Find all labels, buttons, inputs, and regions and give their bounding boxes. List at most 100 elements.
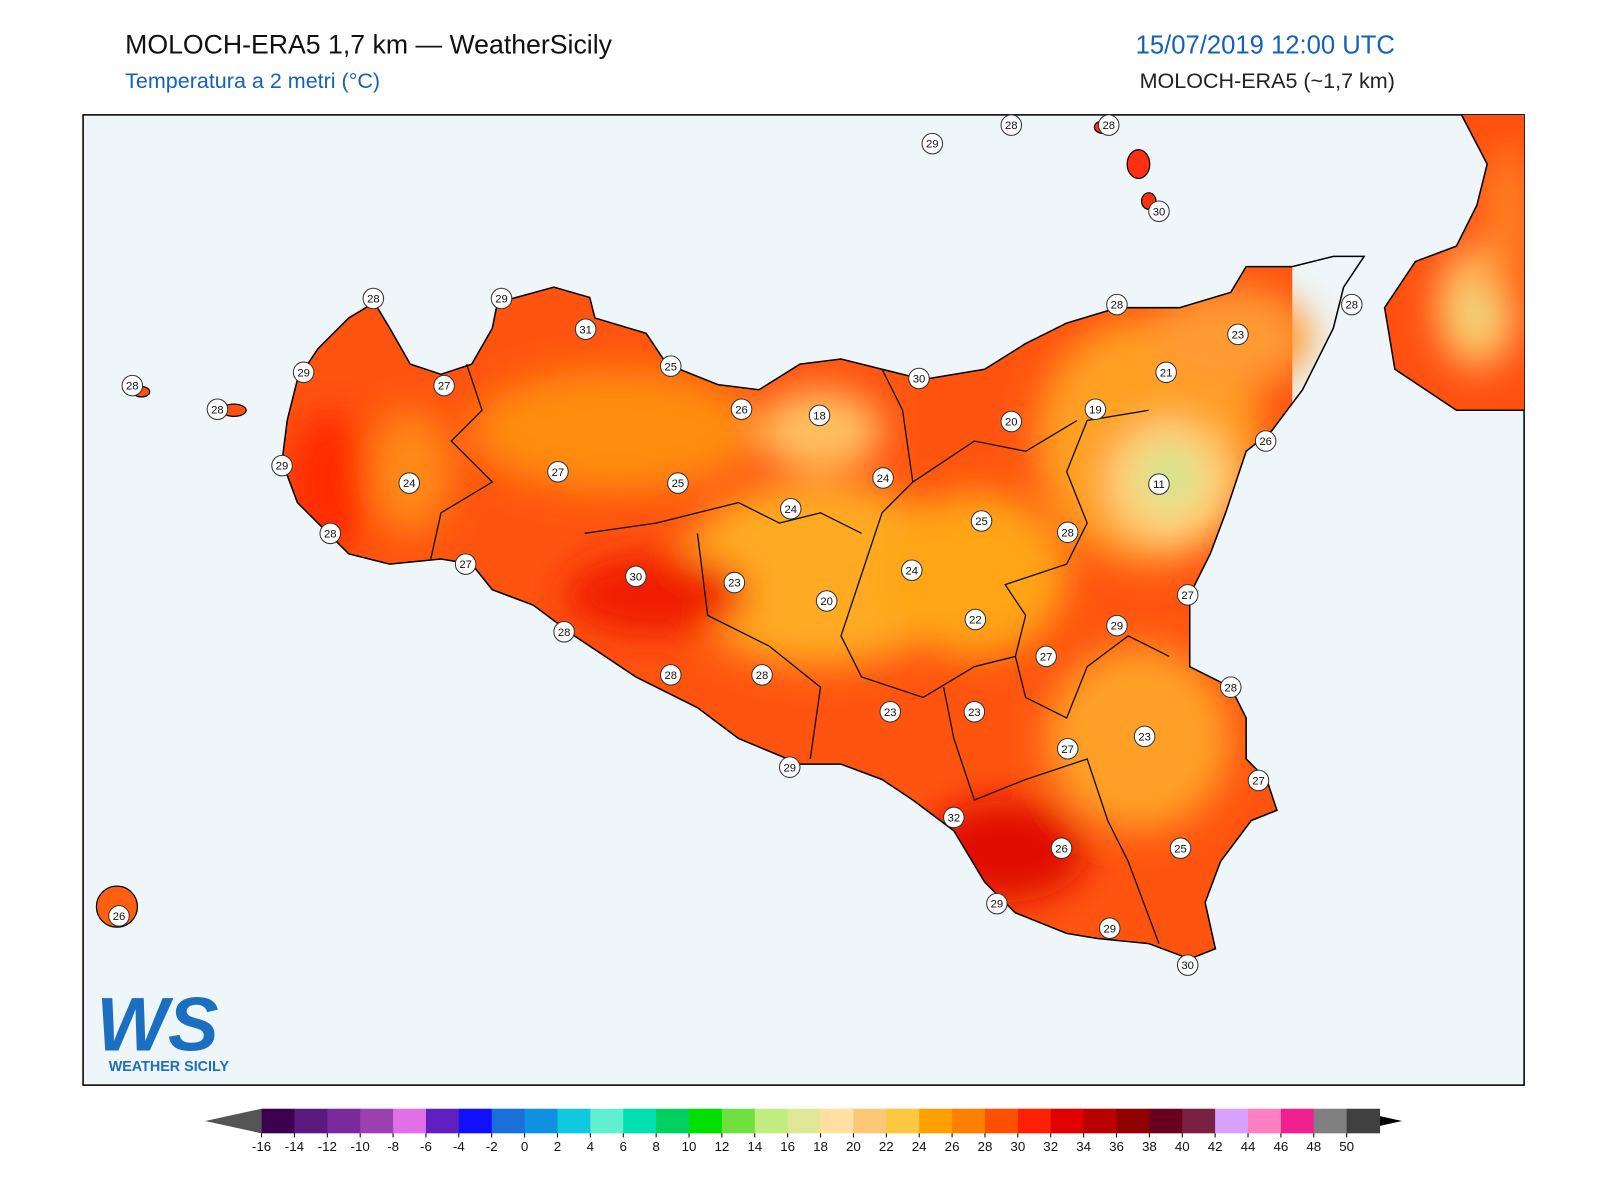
station-value: 29 [1103,923,1116,935]
station-marker [723,571,746,594]
station-marker [1106,614,1128,637]
colorbar-bin [1346,1108,1381,1134]
station-marker [574,318,597,340]
colorbar-under [205,1108,262,1134]
station-marker [319,522,342,545]
colorbar-bin [393,1108,427,1134]
station-marker [1000,410,1023,433]
colorbar-bin [1248,1108,1282,1134]
station-value: 28 [367,294,380,306]
colorbar-tick-label: 0 [521,1139,528,1154]
colorbar-bin [1149,1108,1183,1134]
station-marker [1169,837,1192,859]
subtitle: Temperatura a 2 metri (°C) [125,69,380,93]
colorbar-bin [1050,1108,1085,1134]
colorbar-bin [952,1108,986,1134]
station-marker [964,608,987,631]
colorbar-tick-label: -4 [453,1139,465,1154]
colorbar-tick-label: 40 [1175,1139,1190,1154]
station-value: 23 [1138,732,1151,744]
colorbar-bin [1280,1108,1315,1134]
station-value: 28 [211,404,224,416]
station-marker [808,404,831,427]
station-marker [108,905,130,927]
colorbar-bin [689,1108,723,1134]
colorbar-tick-label: -12 [318,1139,337,1154]
colorbar-bin [1083,1108,1118,1134]
station-value: 25 [672,478,685,490]
station-marker [362,287,385,310]
colorbar-tick-label: -2 [486,1139,498,1154]
colorbar-tick-label: 24 [912,1139,927,1154]
station-marker [547,461,569,483]
station-value: 28 [126,381,139,393]
colorbar-bin [1017,1108,1052,1134]
station-value: 18 [813,410,826,422]
station-value: 28 [1225,682,1238,694]
station-marker [206,398,229,420]
station-marker [433,374,455,397]
colorbar-bin [1313,1108,1348,1134]
colorbar-tick-label: 8 [652,1139,659,1154]
colorbar-tick-label: 34 [1076,1139,1091,1154]
colorbar: -16 -14 -12 -10 -8 -6 -4 -2 0 2 4 6 8 10 12 14 16 18 20 22 2… [205,1108,1403,1154]
station-marker [921,132,944,155]
station-marker [1056,737,1079,760]
station-value: 28 [1061,527,1074,539]
colorbar-bin [919,1108,953,1134]
colorbar-tick-label: 18 [813,1139,828,1154]
colorbar-bin [294,1108,328,1134]
station-value: 29 [276,461,289,473]
colorbar-bin [1116,1108,1150,1134]
colorbar-tick-label: -10 [351,1139,370,1154]
colorbar-bin [820,1108,854,1134]
colorbar-bin [1215,1108,1249,1134]
station-value: 32 [948,813,961,825]
station-value: 29 [783,762,796,774]
province-borders [430,363,1170,944]
station-marker [1227,323,1249,346]
colorbar-bin [458,1108,493,1134]
colorbar-bin [327,1108,361,1134]
station-marker [1098,917,1121,939]
station-value: 28 [665,670,678,682]
station-marker [986,892,1008,915]
colorbar-bin [623,1108,657,1134]
station-marker [1341,293,1363,316]
station-value: 28 [1346,300,1359,312]
station-marker [1056,521,1079,544]
colorbar-tick-label: 16 [780,1139,795,1154]
station-value: 28 [1102,120,1115,132]
station-marker [1050,837,1073,859]
station-marker [1035,645,1057,668]
station-marker [901,559,923,582]
colorbar-bin [1182,1108,1216,1134]
station-marker [121,374,144,397]
station-value: 27 [459,559,472,571]
station-marker [970,510,993,532]
station-marker [751,664,773,686]
logo: WS WEATHER SICILY [96,982,229,1075]
station-value: 24 [785,504,798,516]
station-marker [943,806,965,829]
station-marker [1220,676,1242,698]
station-value: 20 [820,596,833,608]
station-value: 30 [1153,206,1166,218]
station-value: 23 [1232,329,1245,341]
station-marker [1247,769,1270,792]
station-value: 23 [728,578,741,590]
station-value: 27 [1181,590,1194,602]
station-value: 29 [297,367,310,379]
station-marker [1000,114,1023,136]
datetime: 15/07/2019 12:00 UTC [1136,31,1395,59]
station-value: 26 [735,404,748,416]
station-value: 11 [1153,479,1165,491]
station-labels: 29 28 28 30 28 29 31 29 27 28 28 25 26 18 30 20 19 28 23 28… [108,114,1363,976]
colorbar-tick-label: -8 [387,1139,399,1154]
station-value: 21 [1160,367,1173,379]
colorbar-tick-label: 14 [747,1139,762,1154]
station-value: 24 [877,473,890,485]
station-marker [778,756,801,778]
